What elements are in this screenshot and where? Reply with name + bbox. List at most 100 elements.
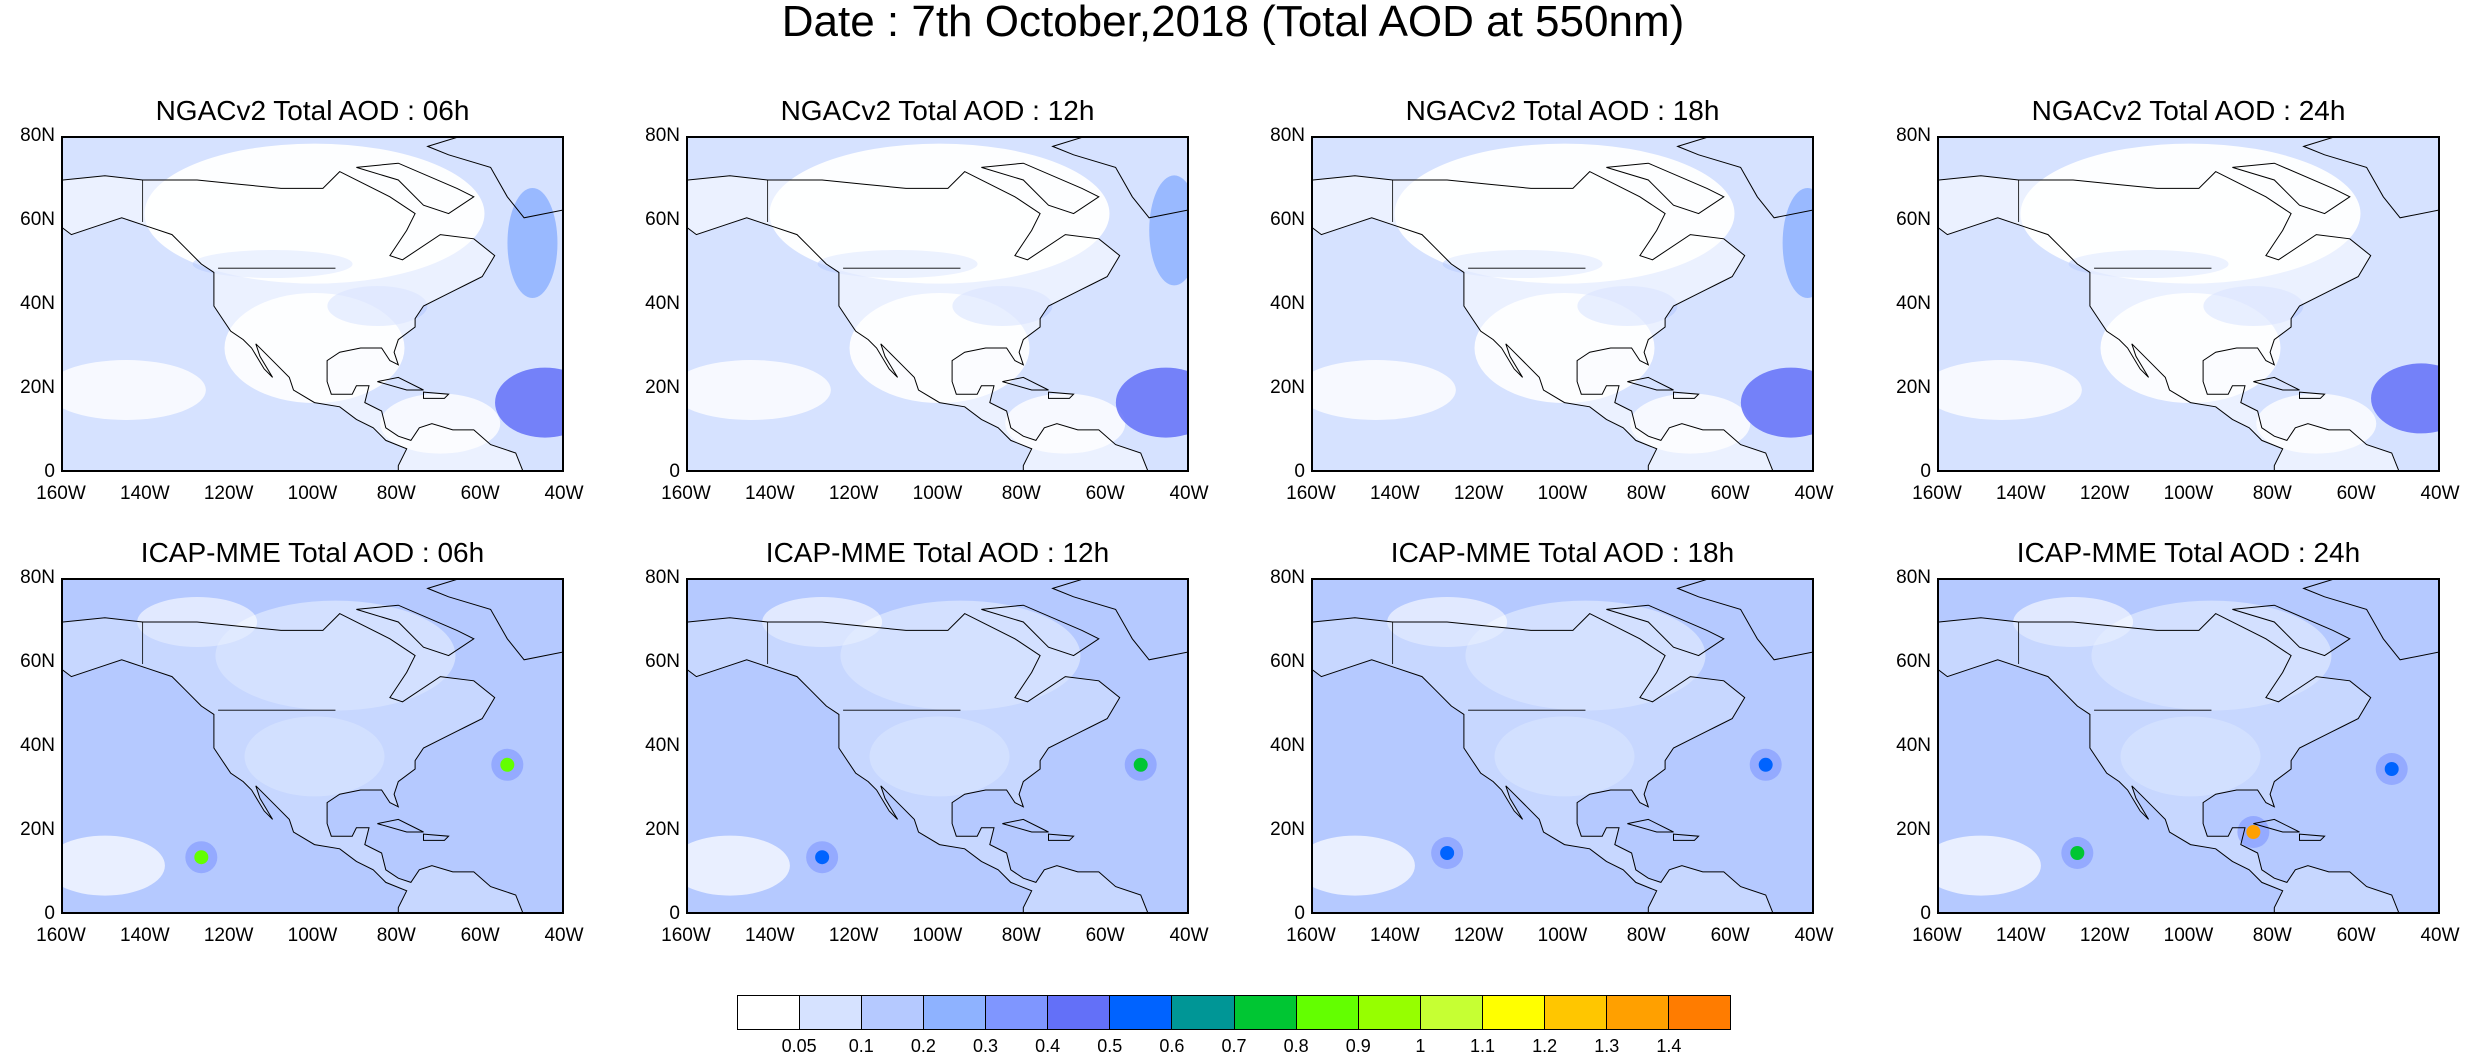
coastline xyxy=(1313,170,1774,470)
x-tick-label: 140W xyxy=(745,483,795,504)
y-tick-label: 40N xyxy=(20,293,55,314)
aod-map xyxy=(688,580,1187,912)
coastline xyxy=(1676,138,1812,219)
colorbar-cell xyxy=(800,996,863,1029)
x-tick-label: 40W xyxy=(2420,925,2460,946)
y-tick-label: 60N xyxy=(1270,209,1305,230)
x-tick-label: 80W xyxy=(1626,483,1666,504)
x-tick-label: 100W xyxy=(287,925,338,946)
x-tick-label: 160W xyxy=(36,925,86,946)
map-panel xyxy=(686,578,1189,914)
aod-feature xyxy=(2246,825,2261,839)
aod-feature xyxy=(194,850,209,865)
x-tick-label: 140W xyxy=(120,925,170,946)
coastline xyxy=(2253,818,2300,833)
colorbar-label: 1.1 xyxy=(1469,1036,1496,1056)
x-tick-label: 80W xyxy=(1626,925,1666,946)
colorbar-cell xyxy=(1420,996,1483,1029)
low-aod-area xyxy=(1313,360,1456,420)
x-tick-label: 40W xyxy=(1794,483,1834,504)
coastline xyxy=(426,580,562,661)
aod-map xyxy=(63,580,562,912)
colorbar-label: 0.4 xyxy=(1035,1036,1061,1056)
colorbar-label: 1 xyxy=(1415,1036,1426,1056)
country-border xyxy=(2018,180,2212,269)
figure-title: Date : 7th October,2018 (Total AOD at 55… xyxy=(781,0,1685,46)
y-tick-label: 80N xyxy=(645,125,680,146)
y-tick-label: 40N xyxy=(20,735,55,756)
aod-map xyxy=(1939,580,2438,912)
aod-map xyxy=(688,138,1187,470)
x-tick-label: 120W xyxy=(1453,925,1504,946)
coastline xyxy=(377,376,424,391)
coastline xyxy=(63,612,524,912)
colorbar-cell xyxy=(1234,996,1297,1029)
x-tick-label: 40W xyxy=(1169,925,1209,946)
coastline xyxy=(426,138,562,219)
aod-feature xyxy=(2371,363,2438,434)
coastline xyxy=(1051,138,1187,219)
y-tick-label: 20N xyxy=(1896,819,1931,840)
aod-feature xyxy=(495,367,562,438)
colorbar-label: 1.4 xyxy=(1656,1036,1682,1056)
x-tick-label: 100W xyxy=(287,483,338,504)
colorbar-cell xyxy=(1482,996,1545,1029)
y-tick-label: 80N xyxy=(645,567,680,588)
colorbar-cell xyxy=(1172,996,1235,1029)
y-tick-label: 40N xyxy=(1896,735,1931,756)
x-tick-label: 120W xyxy=(2079,483,2130,504)
x-tick-label: 60W xyxy=(2336,483,2376,504)
y-tick-label: 0 xyxy=(1920,903,1931,924)
y-tick-label: 80N xyxy=(1270,567,1305,588)
y-tick-label: 20N xyxy=(645,377,680,398)
colorbar-label: 1.3 xyxy=(1594,1036,1620,1056)
coastline xyxy=(356,162,475,215)
x-tick-label: 80W xyxy=(2252,925,2292,946)
coastline xyxy=(981,604,1100,657)
y-tick-label: 20N xyxy=(20,377,55,398)
low-aod-area xyxy=(63,835,165,896)
aod-map xyxy=(1313,580,1812,912)
y-tick-label: 40N xyxy=(1270,293,1305,314)
country-border xyxy=(1392,622,1586,711)
coastline xyxy=(1939,612,2400,912)
colorbar-cell xyxy=(1110,996,1173,1029)
y-tick-label: 80N xyxy=(1896,567,1931,588)
x-tick-label: 80W xyxy=(2252,483,2292,504)
x-tick-label: 40W xyxy=(544,925,584,946)
colorbar-label: 0.1 xyxy=(848,1036,874,1056)
x-tick-label: 60W xyxy=(1085,483,1125,504)
colorbar-label: 0.6 xyxy=(1159,1036,1185,1056)
panel-title: ICAP-MME Total AOD : 06h xyxy=(140,537,485,568)
map-panel xyxy=(1311,578,1814,914)
colorbar-label: 1.2 xyxy=(1532,1036,1558,1056)
x-tick-label: 100W xyxy=(2163,925,2214,946)
panel-title: ICAP-MME Total AOD : 24h xyxy=(2016,537,2361,568)
country-border xyxy=(1392,180,1586,269)
land-tint xyxy=(688,171,1148,470)
x-tick-label: 160W xyxy=(1912,483,1962,504)
colorbar-cell xyxy=(986,996,1049,1029)
colorbar-cell xyxy=(1358,996,1421,1029)
land-tint xyxy=(1313,171,1773,470)
map-panel xyxy=(1311,136,1814,472)
coastline xyxy=(1676,580,1812,661)
x-tick-label: 100W xyxy=(912,925,963,946)
x-tick-label: 40W xyxy=(1794,925,1834,946)
x-tick-label: 100W xyxy=(1537,925,1588,946)
colorbar-cell xyxy=(1606,996,1669,1029)
land-tint xyxy=(1939,171,2399,470)
coastline xyxy=(2302,138,2438,219)
x-tick-label: 160W xyxy=(1286,483,1336,504)
coastline xyxy=(1313,612,1774,912)
panel-title: ICAP-MME Total AOD : 18h xyxy=(1390,537,1735,568)
aod-feature xyxy=(1782,188,1812,298)
x-tick-label: 120W xyxy=(203,483,254,504)
country-border xyxy=(767,180,961,269)
x-tick-label: 140W xyxy=(745,925,795,946)
colorbar-label: 0.2 xyxy=(910,1036,936,1056)
coastline xyxy=(1627,376,1674,391)
x-tick-label: 100W xyxy=(2163,483,2214,504)
x-tick-label: 140W xyxy=(1370,925,1420,946)
panel-title: ICAP-MME Total AOD : 12h xyxy=(765,537,1110,568)
